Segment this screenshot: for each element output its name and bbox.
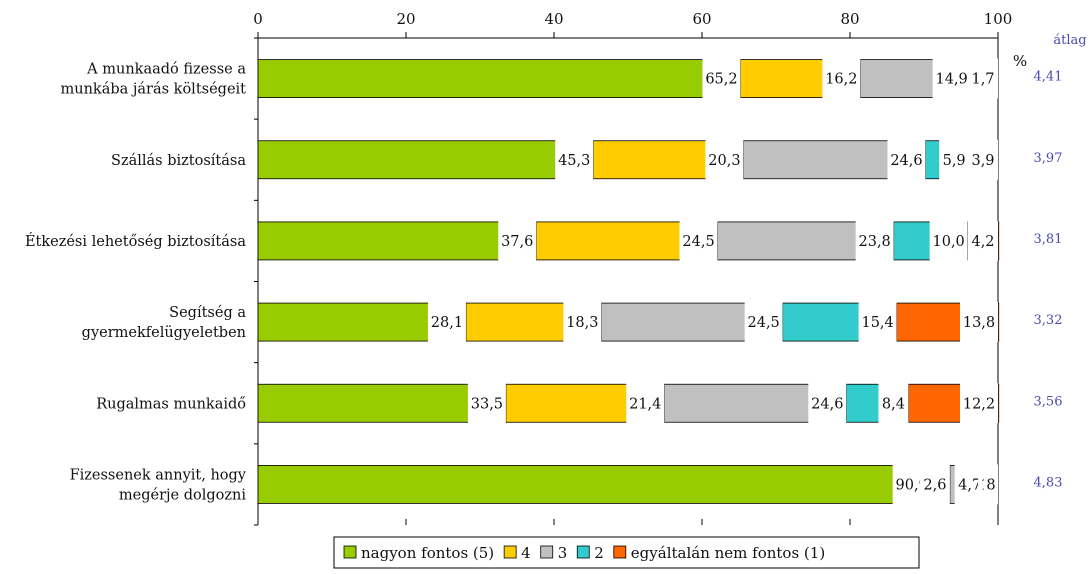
- average-value: 3,97: [1034, 151, 1063, 166]
- data-label: 8,4: [882, 396, 905, 412]
- data-label-bg: [705, 139, 744, 180]
- bar-segment-1: [257, 59, 741, 98]
- data-label: 21,4: [629, 396, 661, 412]
- legend-swatch-2: [503, 545, 517, 559]
- average-value: 4,83: [1034, 475, 1063, 490]
- axis-layer: 0 20 40 60 80 100% átlag: [253, 10, 1087, 526]
- data-label: 37,6: [501, 234, 533, 250]
- legend-swatch-4: [576, 545, 590, 559]
- legend: nagyon fontos (5) 4 3 2 egyáltalán nem fonto…: [333, 536, 920, 569]
- legend-label-4: 2: [594, 544, 604, 562]
- data-label-bg: [960, 302, 998, 343]
- category-label: Étkezési lehetőség biztosítása: [25, 232, 246, 250]
- legend-label-2: 4: [521, 544, 531, 562]
- data-label-bg: [878, 383, 909, 424]
- data-label: 24,6: [890, 153, 922, 169]
- bar-segment-1: [257, 140, 594, 180]
- data-label: 18,3: [566, 315, 598, 331]
- average-header: átlag: [1053, 33, 1086, 48]
- data-label-bg: [960, 383, 998, 424]
- data-label: 65,2: [705, 72, 737, 88]
- data-label: 12,2: [963, 396, 995, 412]
- data-label: 5,9: [943, 153, 966, 169]
- bar-segment-1: [257, 465, 932, 504]
- category-label: A munkaadó fizesse a: [86, 62, 246, 78]
- data-label: 13,8: [963, 315, 995, 331]
- category-label: Rugalmas munkaidő: [96, 396, 246, 412]
- legend-label-5: egyáltalán nem fontos (1): [631, 544, 825, 562]
- data-label-bg: [555, 139, 594, 180]
- data-label-bg: [626, 383, 665, 424]
- data-label: 20,3: [708, 153, 740, 169]
- x-tick-label: 100: [984, 10, 1013, 28]
- data-label: 24,6: [811, 396, 843, 412]
- data-label: 45,3: [558, 153, 590, 169]
- data-label: 90,9: [896, 477, 928, 493]
- average-value: 3,56: [1034, 394, 1063, 409]
- legend-swatch-3: [540, 545, 554, 559]
- data-label-bg: [467, 383, 506, 424]
- data-label: 33,5: [471, 396, 503, 412]
- average-value: 3,32: [1034, 313, 1063, 328]
- category-label: megérje dolgozni: [119, 487, 246, 503]
- data-label: 14,9: [935, 72, 967, 88]
- labels-layer: A munkaadó fizesse a munkába járás költsé…: [25, 58, 1063, 505]
- data-label: 28,1: [431, 315, 463, 331]
- data-label-bg: [563, 302, 602, 343]
- data-label-bg: [932, 58, 971, 99]
- unit-label: %: [1013, 52, 1027, 70]
- category-label: Segítség a: [169, 305, 246, 321]
- bar-segment-1: [257, 221, 537, 261]
- data-label-bg: [968, 220, 998, 261]
- category-label: Szállás biztosítása: [111, 153, 246, 169]
- average-value: 4,41: [1034, 70, 1063, 85]
- data-label-bg: [679, 220, 718, 261]
- data-label-bg: [968, 139, 998, 180]
- data-label: 16,2: [825, 72, 857, 88]
- x-tick-label: 80: [840, 10, 859, 28]
- data-label: 4,7: [958, 477, 981, 493]
- data-label-bg: [968, 58, 998, 99]
- bars-layer: [257, 59, 1000, 504]
- data-label-bg: [887, 139, 926, 180]
- data-label-bg: [427, 302, 466, 343]
- category-label: Fizessenek annyit, hogy: [70, 467, 247, 483]
- legend-box: [333, 536, 920, 569]
- legend-swatch-5: [613, 545, 627, 559]
- legend-label-1: nagyon fontos (5): [361, 544, 494, 562]
- data-label-bg: [939, 139, 970, 180]
- data-label: 23,8: [859, 234, 891, 250]
- data-label: 10,0: [933, 234, 965, 250]
- data-label: 1,7: [971, 72, 994, 88]
- data-label-bg: [855, 220, 894, 261]
- legend-label-3: 3: [558, 544, 568, 562]
- category-label: gyermekfelügyeletben: [82, 325, 246, 341]
- data-label: 24,5: [748, 315, 780, 331]
- data-label: 2,6: [923, 477, 946, 493]
- data-label: 8: [986, 477, 995, 493]
- data-label-bg: [858, 302, 897, 343]
- legend-swatch-1: [343, 545, 357, 559]
- average-value: 3,81: [1034, 232, 1063, 247]
- data-label: 15,4: [861, 315, 893, 331]
- data-label: 24,5: [682, 234, 714, 250]
- x-tick-label: 60: [692, 10, 711, 28]
- x-tick-label: 20: [396, 10, 415, 28]
- data-label-bg: [744, 302, 783, 343]
- data-label-bg: [929, 220, 968, 261]
- data-label: 4,2: [971, 234, 994, 250]
- category-label: munkába járás költségeit: [61, 82, 247, 98]
- x-tick-label: 40: [544, 10, 563, 28]
- bar-segment-1: [257, 383, 507, 423]
- data-label-bg: [984, 464, 998, 505]
- data-label: 3,9: [971, 153, 994, 169]
- x-tick-label: 0: [253, 10, 263, 28]
- data-label-bg: [498, 220, 537, 261]
- data-label-bg: [919, 464, 950, 505]
- data-label-bg: [808, 383, 847, 424]
- data-label-bg: [702, 58, 741, 99]
- data-label-bg: [822, 58, 861, 99]
